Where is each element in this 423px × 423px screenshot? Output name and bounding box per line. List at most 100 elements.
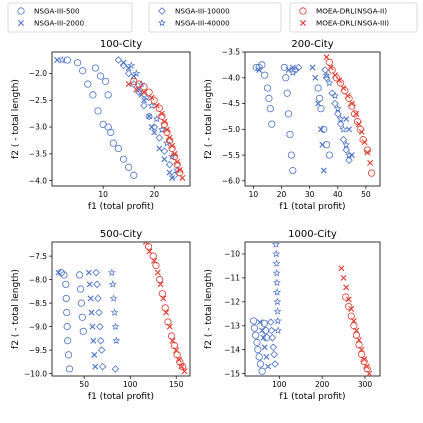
data-point xyxy=(154,269,161,276)
data-point xyxy=(344,92,351,99)
data-point xyxy=(119,61,128,70)
data-point xyxy=(95,308,103,317)
data-point xyxy=(98,362,107,371)
data-point xyxy=(360,358,368,366)
data-point xyxy=(336,114,345,123)
legend-marker-x xyxy=(300,20,306,26)
y-tick-label: −14 xyxy=(224,345,240,354)
data-point xyxy=(62,294,70,303)
data-point xyxy=(249,317,258,325)
data-point xyxy=(274,326,282,334)
data-point xyxy=(94,107,102,115)
data-point xyxy=(364,149,371,156)
data-point xyxy=(345,156,353,164)
data-point xyxy=(331,91,339,100)
data-point xyxy=(332,74,341,82)
x-tick-label: 30 xyxy=(305,190,315,199)
data-point xyxy=(271,360,279,368)
data-point xyxy=(119,155,128,163)
panel-title: 500-City xyxy=(100,229,142,240)
data-point xyxy=(141,89,147,96)
data-point xyxy=(181,368,188,375)
data-point xyxy=(254,346,262,354)
data-point xyxy=(363,363,370,370)
data-series xyxy=(130,77,184,177)
data-point xyxy=(64,337,72,345)
data-point xyxy=(280,63,288,72)
data-point xyxy=(156,276,164,284)
data-point xyxy=(273,288,282,296)
legend-marker-circle xyxy=(17,7,25,15)
legend-group: NSGA-III-10000 NSGA-III-40000 xyxy=(148,2,282,33)
data-point xyxy=(266,105,274,113)
data-point xyxy=(65,365,74,373)
data-point xyxy=(265,363,272,370)
x-tick-label: 10 xyxy=(98,190,108,199)
chart-panels: 100-City 10 20 −2.0 −2.5 −3.0 −3.5 −4.0 f1 (tota… xyxy=(11,39,381,402)
data-point xyxy=(89,323,96,330)
data-point xyxy=(55,269,62,276)
data-point xyxy=(166,134,173,141)
data-point xyxy=(112,336,121,345)
data-point xyxy=(327,64,334,71)
data-point xyxy=(253,338,261,347)
data-point xyxy=(96,322,104,331)
x-tick-label: 20 xyxy=(149,190,159,199)
y-tick-label: −3.5 xyxy=(222,48,240,57)
data-point xyxy=(63,323,71,331)
data-point xyxy=(341,87,349,95)
data-point xyxy=(92,268,100,277)
plot-frame xyxy=(51,241,191,377)
data-point xyxy=(333,104,342,113)
data-point xyxy=(54,57,61,64)
data-point xyxy=(108,280,117,288)
chart-panel: 200-City 10 20 30 40 50 −3.5 −4.0 −4.5 −5.0 −5.5 −6… xyxy=(204,39,381,212)
data-point xyxy=(160,295,167,302)
y-tick-label: −10.0 xyxy=(24,369,47,378)
data-point xyxy=(140,83,148,91)
data-series xyxy=(58,55,182,174)
data-series xyxy=(256,64,355,174)
data-point xyxy=(358,346,365,353)
data-point xyxy=(269,343,278,352)
data-point xyxy=(91,64,100,72)
chart-panel: 500-City 50 100 150 −7.5 −8.0 −8.5 −9.0 −9.5 −10.… xyxy=(11,229,191,402)
y-tick-label: −10 xyxy=(224,250,240,259)
data-point xyxy=(77,299,86,307)
data-point xyxy=(58,55,67,64)
data-point xyxy=(127,61,136,69)
data-point xyxy=(87,295,94,302)
data-point xyxy=(294,63,303,72)
data-point xyxy=(64,351,73,359)
y-tick-label: −11 xyxy=(224,274,240,283)
data-point xyxy=(261,344,268,351)
data-point xyxy=(132,69,141,77)
x-tick-label: 300 xyxy=(358,380,373,389)
data-point xyxy=(334,110,342,118)
data-point xyxy=(124,69,133,78)
data-point xyxy=(315,94,324,102)
data-point xyxy=(340,85,347,92)
y-tick-label: −9.0 xyxy=(29,322,47,331)
data-point xyxy=(137,79,146,88)
legend-group: NSGA-III-500 NSGA-III-2000 xyxy=(7,2,133,33)
data-point xyxy=(142,242,149,245)
data-point xyxy=(286,130,294,139)
legend-label: MOEA-DRL(NSGA-II) xyxy=(316,7,387,16)
data-point xyxy=(156,145,163,152)
data-point xyxy=(345,303,353,311)
data-point xyxy=(272,259,281,267)
data-series xyxy=(323,54,374,166)
legend-label: NSGA-III-40000 xyxy=(175,19,230,28)
data-series xyxy=(266,318,279,368)
data-point xyxy=(339,125,348,133)
data-point xyxy=(63,308,71,317)
data-point xyxy=(284,110,293,118)
data-point xyxy=(104,91,112,99)
data-point xyxy=(258,367,266,375)
data-point xyxy=(166,169,173,176)
legend-frame xyxy=(7,2,133,33)
data-point xyxy=(161,304,169,312)
data-point xyxy=(90,337,97,344)
